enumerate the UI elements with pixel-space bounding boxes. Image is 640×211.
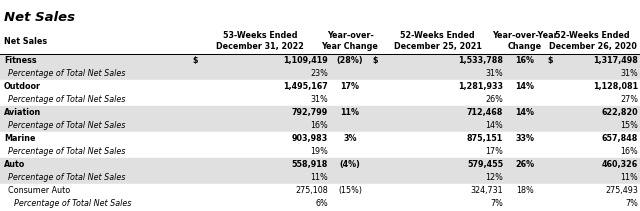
Text: Aviation: Aviation	[4, 108, 41, 117]
Text: Year-over-
Year Change: Year-over- Year Change	[321, 31, 378, 51]
Text: 26%: 26%	[485, 95, 503, 104]
Text: 31%: 31%	[620, 69, 638, 78]
Text: 16%: 16%	[515, 56, 534, 65]
Bar	[0, 197, 640, 210]
Bar	[0, 106, 640, 119]
Text: 3%: 3%	[343, 134, 356, 143]
Text: (15%): (15%)	[338, 186, 362, 195]
Text: 14%: 14%	[485, 121, 503, 130]
Text: 16%: 16%	[310, 121, 328, 130]
Bar	[0, 28, 640, 54]
Text: 1,317,498: 1,317,498	[593, 56, 638, 65]
Text: 1,533,788: 1,533,788	[458, 56, 503, 65]
Text: 26%: 26%	[515, 160, 534, 169]
Text: 11%: 11%	[310, 173, 328, 182]
Text: Outdoor: Outdoor	[4, 82, 41, 91]
Text: $: $	[547, 56, 552, 65]
Text: 31%: 31%	[485, 69, 503, 78]
Text: 14%: 14%	[515, 82, 534, 91]
Text: Fitness: Fitness	[4, 56, 36, 65]
Text: 6%: 6%	[316, 199, 328, 208]
Text: 792,799: 792,799	[292, 108, 328, 117]
Text: 16%: 16%	[620, 147, 638, 156]
Text: 7%: 7%	[490, 199, 503, 208]
Text: Net Sales: Net Sales	[4, 37, 47, 46]
Text: 19%: 19%	[310, 147, 328, 156]
Bar	[0, 171, 640, 184]
Text: Percentage of Total Net Sales: Percentage of Total Net Sales	[8, 121, 125, 130]
Text: 903,983: 903,983	[292, 134, 328, 143]
Text: Percentage of Total Net Sales: Percentage of Total Net Sales	[8, 69, 125, 78]
Text: Percentage of Total Net Sales: Percentage of Total Net Sales	[14, 199, 131, 208]
Text: 712,468: 712,468	[467, 108, 503, 117]
Bar	[0, 93, 640, 106]
Text: 579,455: 579,455	[467, 160, 503, 169]
Text: 31%: 31%	[310, 95, 328, 104]
Text: 18%: 18%	[516, 186, 534, 195]
Text: Auto: Auto	[4, 160, 25, 169]
Bar	[0, 158, 640, 171]
Text: 324,731: 324,731	[470, 186, 503, 195]
Text: 7%: 7%	[625, 199, 638, 208]
Text: Net Sales: Net Sales	[4, 11, 75, 24]
Text: 11%: 11%	[340, 108, 360, 117]
Text: 27%: 27%	[620, 95, 638, 104]
Text: (28%): (28%)	[337, 56, 364, 65]
Text: 33%: 33%	[515, 134, 534, 143]
Text: 52-Weeks Ended
December 26, 2020: 52-Weeks Ended December 26, 2020	[548, 31, 636, 51]
Text: 17%: 17%	[340, 82, 360, 91]
Text: 12%: 12%	[485, 173, 503, 182]
Text: Year-over-Year
Change: Year-over-Year Change	[492, 31, 558, 51]
Text: 52-Weeks Ended
December 25, 2021: 52-Weeks Ended December 25, 2021	[394, 31, 481, 51]
Text: 558,918: 558,918	[292, 160, 328, 169]
Text: 657,848: 657,848	[602, 134, 638, 143]
Text: 460,326: 460,326	[602, 160, 638, 169]
Bar	[0, 67, 640, 80]
Text: 622,820: 622,820	[602, 108, 638, 117]
Text: 15%: 15%	[620, 121, 638, 130]
Bar	[0, 80, 640, 93]
Text: 53-Weeks Ended
December 31, 2022: 53-Weeks Ended December 31, 2022	[216, 31, 304, 51]
Text: Marine: Marine	[4, 134, 35, 143]
Text: 17%: 17%	[485, 147, 503, 156]
Text: $: $	[372, 56, 378, 65]
Text: 11%: 11%	[620, 173, 638, 182]
Bar	[0, 119, 640, 132]
Text: Percentage of Total Net Sales: Percentage of Total Net Sales	[8, 147, 125, 156]
Text: 875,151: 875,151	[467, 134, 503, 143]
Text: Consumer Auto: Consumer Auto	[8, 186, 70, 195]
Text: 1,109,419: 1,109,419	[284, 56, 328, 65]
Bar	[0, 184, 640, 197]
Bar	[0, 132, 640, 145]
Bar	[0, 210, 640, 211]
Text: 1,281,933: 1,281,933	[458, 82, 503, 91]
Text: Percentage of Total Net Sales: Percentage of Total Net Sales	[8, 173, 125, 182]
Text: (4%): (4%)	[340, 160, 360, 169]
Text: 1,495,167: 1,495,167	[284, 82, 328, 91]
Text: $: $	[192, 56, 198, 65]
Text: 275,108: 275,108	[295, 186, 328, 195]
Bar	[0, 54, 640, 67]
Text: 23%: 23%	[310, 69, 328, 78]
Text: 14%: 14%	[515, 108, 534, 117]
Text: Percentage of Total Net Sales: Percentage of Total Net Sales	[8, 95, 125, 104]
Bar	[0, 145, 640, 158]
Text: 1,128,081: 1,128,081	[593, 82, 638, 91]
Text: 275,493: 275,493	[605, 186, 638, 195]
